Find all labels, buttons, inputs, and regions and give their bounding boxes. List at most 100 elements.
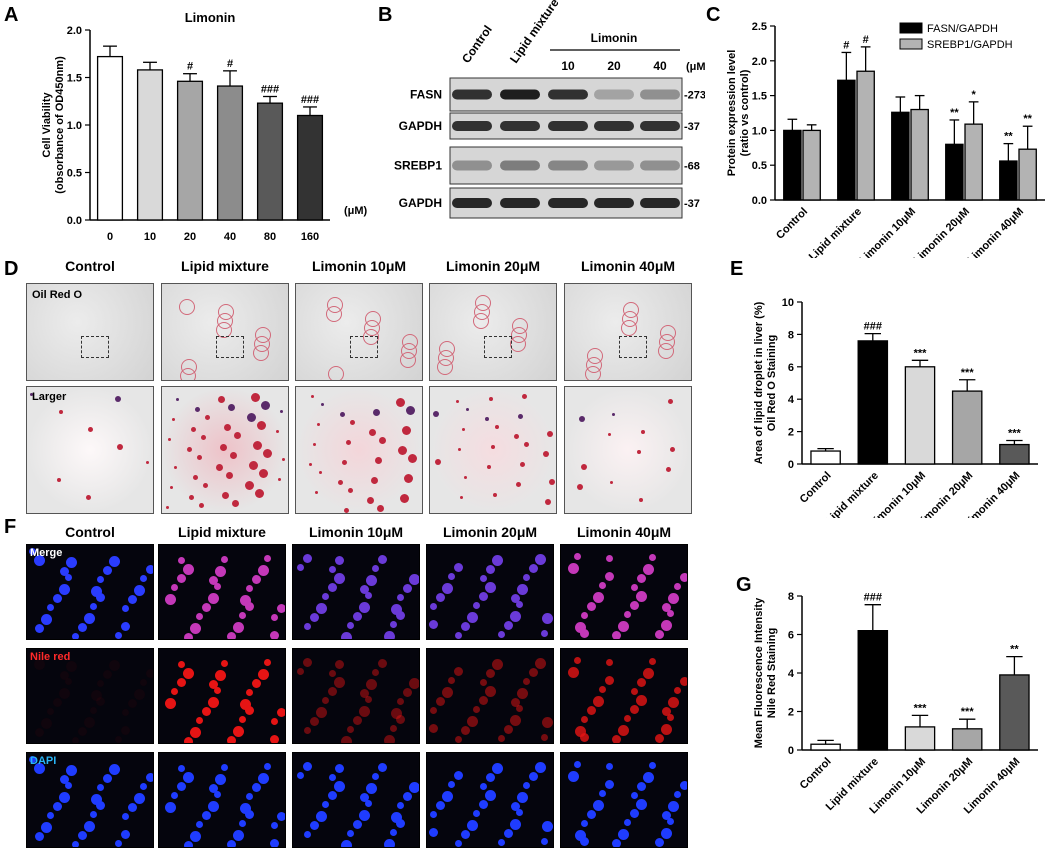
cell-nucleus xyxy=(581,716,588,723)
cell-nucleus xyxy=(359,810,370,821)
cell-nucleus xyxy=(390,829,397,836)
cell-nucleus xyxy=(618,829,629,840)
cell-nucleus xyxy=(221,764,228,771)
cell-nucleus xyxy=(397,698,404,705)
dose-label: 10 xyxy=(561,59,575,73)
cell-nucleus xyxy=(680,573,687,582)
y-tick-label: 1.5 xyxy=(67,73,82,85)
cell-nucleus xyxy=(366,679,377,690)
cell-nucleus xyxy=(171,688,178,695)
cell-nucleus xyxy=(442,583,453,594)
x-tick-label: Limonin 20μM xyxy=(911,206,972,258)
bar xyxy=(810,743,841,751)
blot-band xyxy=(640,160,680,171)
cell-nucleus xyxy=(329,670,336,677)
column-title: Limonin 40μM xyxy=(576,524,672,540)
cell-nucleus xyxy=(680,781,687,790)
cell-nucleus xyxy=(297,564,304,571)
cell-nucleus xyxy=(47,812,54,819)
blot-band xyxy=(500,198,540,208)
cell-nucleus xyxy=(661,724,672,735)
cell-nucleus xyxy=(516,705,523,712)
cell-nucleus xyxy=(661,620,672,631)
cell-nucleus xyxy=(277,812,285,821)
y-tick-label: 8 xyxy=(788,591,794,603)
cell-nucleus xyxy=(529,772,538,781)
lipid-droplet xyxy=(398,446,407,455)
lipid-droplet xyxy=(545,499,551,505)
cell-nucleus xyxy=(328,583,337,592)
limonin-label: Limonin xyxy=(591,31,638,45)
fluorescence-micrograph xyxy=(26,752,154,848)
lipid-droplet xyxy=(168,438,171,441)
lipid-droplet xyxy=(348,488,353,493)
oil-red-micrograph xyxy=(26,283,154,381)
row-label: Merge xyxy=(30,547,63,559)
lipid-droplet xyxy=(514,434,519,439)
lipid-droplet xyxy=(170,486,173,489)
cell-nucleus xyxy=(90,707,97,714)
cell-nucleus xyxy=(403,584,412,593)
lipid-droplet xyxy=(371,477,378,484)
cell-nucleus xyxy=(310,717,319,726)
cell-nucleus xyxy=(674,583,681,590)
blot-band xyxy=(548,160,588,171)
cell-nucleus xyxy=(630,809,639,818)
cell-nucleus xyxy=(128,595,137,604)
chart-c-protein-expression: 0.0 0.5 1.0 1.5 2.0 2.5 Protein expression lev… xyxy=(726,21,1045,258)
y-axis-label: Protein expression level xyxy=(726,50,738,177)
lipid-droplet xyxy=(86,495,91,500)
y-tick-label: 4 xyxy=(788,668,795,680)
y-tick-label: 8 xyxy=(788,329,794,341)
blot-band xyxy=(452,121,492,131)
cell-nucleus xyxy=(84,821,95,832)
cell-nucleus xyxy=(215,670,226,681)
cell-nucleus xyxy=(341,840,352,847)
oil-red-enlarged xyxy=(564,386,692,514)
cell-nucleus xyxy=(568,563,579,574)
lipid-droplet xyxy=(309,463,312,466)
cell-nucleus xyxy=(304,623,311,630)
cell-nucleus xyxy=(403,688,412,697)
cell-nucleus xyxy=(606,555,613,562)
cell-nucleus xyxy=(442,687,453,698)
cell-nucleus xyxy=(271,718,278,725)
bar xyxy=(999,160,1018,201)
cell-nucleus xyxy=(239,820,246,827)
cell-nucleus xyxy=(624,611,631,618)
panel-letter-a: A xyxy=(4,4,19,26)
lipid-droplet xyxy=(462,428,465,431)
cell-nucleus xyxy=(303,554,312,563)
cell-nucleus xyxy=(360,689,369,698)
bar xyxy=(176,80,204,221)
fluorescence-micrograph xyxy=(560,648,688,744)
lipid-droplet xyxy=(518,414,523,419)
cell-nucleus xyxy=(486,773,495,782)
cell-nucleus xyxy=(492,763,503,774)
stained-cell xyxy=(475,295,491,311)
cell-nucleus xyxy=(303,658,312,667)
cell-nucleus xyxy=(240,803,251,814)
cell-nucleus xyxy=(587,602,596,611)
panel-letter-g: G xyxy=(736,574,752,596)
cell-nucleus xyxy=(78,727,87,736)
cell-nucleus xyxy=(517,584,528,595)
lipid-droplet xyxy=(668,399,673,404)
cell-nucleus xyxy=(516,601,523,608)
panel-letter-b: B xyxy=(378,4,393,26)
cell-nucleus xyxy=(140,575,147,582)
cell-nucleus xyxy=(454,771,463,780)
stained-cell xyxy=(623,302,639,318)
cell-nucleus xyxy=(146,669,153,678)
cell-nucleus xyxy=(310,613,319,622)
lipid-droplet xyxy=(176,398,179,401)
cell-nucleus xyxy=(66,557,77,568)
cell-nucleus xyxy=(498,735,505,742)
cell-nucleus xyxy=(91,794,102,805)
cell-nucleus xyxy=(636,799,647,810)
bar xyxy=(999,443,1030,465)
cell-nucleus xyxy=(271,614,278,621)
cell-nucleus xyxy=(455,632,462,639)
cell-nucleus xyxy=(304,727,311,734)
cell-nucleus xyxy=(384,735,395,743)
